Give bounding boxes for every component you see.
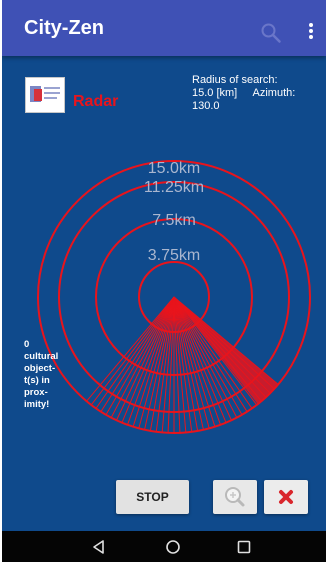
sweep-line (173, 296, 216, 427)
sweep-line (173, 296, 248, 412)
sweep-line (173, 296, 181, 433)
sweep-line (173, 296, 193, 432)
proximity-text-5: imity! (24, 399, 50, 410)
ring-label-3: 11.25km (144, 179, 204, 196)
sweep-line (173, 296, 243, 416)
sweep-line (173, 296, 221, 425)
more-vert-icon (309, 23, 313, 39)
back-icon (93, 540, 104, 554)
recents-icon (237, 540, 251, 554)
sweep-line (138, 296, 175, 429)
home-button[interactable] (165, 539, 181, 555)
app-bar: City-Zen (2, 0, 326, 56)
sweep-line (161, 296, 175, 433)
sweep-line (173, 296, 232, 421)
sweep-line (95, 296, 175, 409)
app-logo (25, 77, 65, 113)
sweep-wedge (174, 297, 279, 405)
proximity-message: 0 cultural object- t(s) in prox- imity! (24, 339, 70, 411)
sweep-line (144, 296, 175, 430)
sweep-line (90, 296, 175, 406)
radar-ring-1 (138, 261, 210, 333)
overflow-menu-button[interactable] (306, 22, 316, 42)
sweep-line (86, 296, 175, 402)
sweep-line (173, 296, 227, 423)
sweep-line (173, 296, 187, 433)
home-icon (166, 540, 180, 554)
sweep-line (116, 296, 175, 421)
sweep-line (173, 296, 199, 432)
search-button[interactable] (260, 22, 282, 44)
proximity-text-3: t(s) in (24, 375, 50, 386)
system-navigation-bar (2, 531, 326, 562)
logo-icon (30, 86, 60, 102)
sweep-line (132, 296, 175, 427)
sweep-line (110, 296, 175, 418)
radar-ring-4 (37, 160, 311, 434)
ring-label-4: 15.0km (148, 160, 200, 177)
sweep-line (127, 296, 175, 425)
close-icon (279, 490, 293, 504)
proximity-text-2: object- (24, 363, 56, 374)
sweep-line (173, 296, 204, 430)
azimuth-label: Azimuth: (252, 87, 296, 99)
radar-ring-3 (58, 181, 290, 413)
radar-ring-2 (95, 218, 253, 376)
section-title: Radar (73, 93, 119, 110)
sweep-line (173, 296, 253, 409)
cancel-button[interactable] (264, 480, 308, 514)
ring-label-2: 7.5km (152, 212, 196, 229)
sweep-line (167, 296, 175, 433)
zoom-in-icon (225, 487, 245, 507)
sweep-line (173, 296, 210, 429)
radius-label: Radius of search: (192, 74, 278, 86)
search-info: Radius of search: 15.0 [km] Azimuth: 130… (192, 74, 320, 113)
radius-value: 15.0 [km] (192, 87, 238, 99)
app-title: City-Zen (24, 17, 104, 39)
stop-button[interactable]: STOP (116, 480, 189, 514)
ring-label-1: 3.75km (148, 247, 200, 264)
sweep-line (121, 296, 175, 423)
sweep-line (173, 296, 258, 406)
sweep-line (149, 296, 175, 432)
recents-button[interactable] (236, 539, 252, 555)
sweep-line (105, 296, 175, 416)
proximity-text-4: prox- (24, 387, 48, 398)
search-icon (261, 23, 281, 43)
proximity-text-1: cultural (24, 351, 59, 362)
azimuth-value: 130.0 (192, 100, 220, 112)
proximity-count: 0 (24, 339, 30, 350)
sweep-line (155, 296, 175, 432)
back-button[interactable] (91, 539, 107, 555)
radius-azimuth-line: 15.0 [km] Azimuth: (192, 87, 320, 100)
zoom-button[interactable] (213, 480, 257, 514)
sweep-line (173, 296, 238, 418)
sweep-line (100, 296, 175, 412)
radar-sweep (86, 296, 279, 433)
